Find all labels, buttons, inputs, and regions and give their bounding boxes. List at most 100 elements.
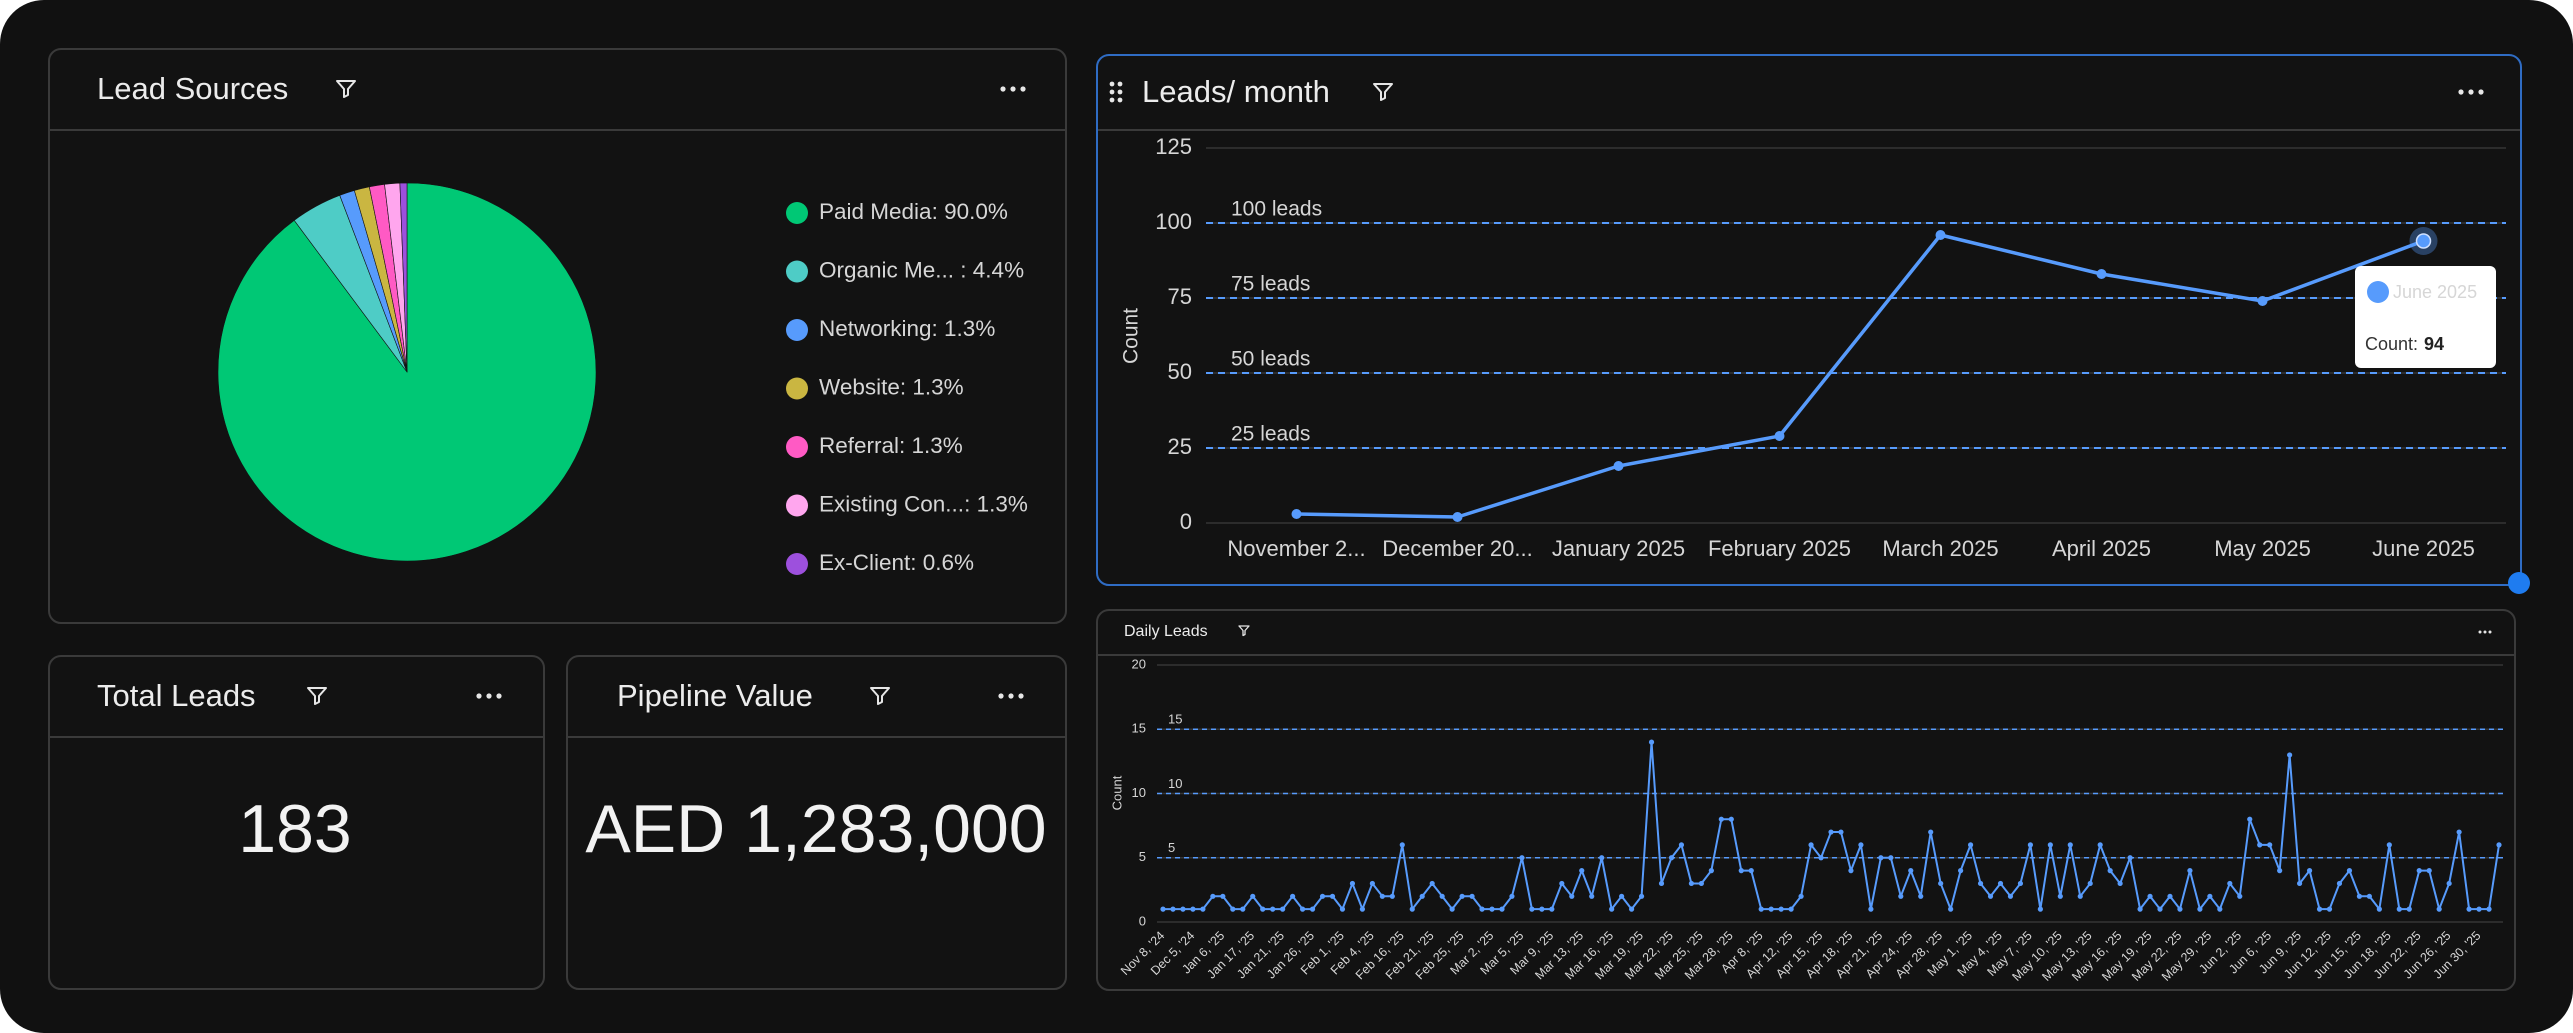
- point: [2316, 906, 2323, 912]
- point: [2187, 868, 2193, 874]
- point: [2257, 842, 2263, 848]
- point: [2177, 906, 2183, 912]
- point: [1389, 893, 1395, 899]
- point: [1828, 829, 1834, 835]
- point: [2057, 893, 2063, 899]
- card-value: AED 1,283,000: [585, 791, 1047, 867]
- menu-icon[interactable]: [475, 687, 503, 705]
- panel-title: Daily Leads: [1124, 623, 1208, 640]
- point: [1280, 906, 1286, 912]
- line: [1296, 233, 2425, 519]
- point: [1938, 880, 1944, 887]
- resize-handle[interactable]: [2508, 572, 2530, 594]
- leads-month-panel: [1096, 54, 2522, 586]
- point: [1309, 906, 1316, 912]
- legend-label: Ex-Client: 0.6%: [819, 550, 974, 575]
- point: [1778, 906, 1784, 912]
- point: [1539, 906, 1545, 912]
- point: [2267, 842, 2273, 848]
- reference-label: 10: [1168, 776, 1182, 791]
- point: [2217, 906, 2223, 912]
- divider: [1098, 654, 2514, 656]
- filter-icon[interactable]: [1237, 624, 1251, 638]
- point: [2077, 893, 2083, 899]
- point: [1648, 739, 1655, 745]
- menu-icon[interactable]: [2477, 627, 2493, 637]
- point: [1898, 893, 1904, 899]
- y-tick-label: 25: [1168, 434, 1192, 459]
- menu-icon[interactable]: [997, 687, 1025, 705]
- point: [1774, 431, 1785, 441]
- point: [2247, 816, 2253, 822]
- y-tick-label: 0: [1139, 913, 1146, 928]
- point: [1678, 842, 1685, 848]
- daily-leads-panel: [1096, 609, 2516, 991]
- point: [1369, 880, 1375, 887]
- point: [2336, 880, 2343, 887]
- point: [1808, 842, 1814, 848]
- point: [1499, 906, 1505, 912]
- point: [2257, 296, 2268, 306]
- point: [2396, 906, 2402, 912]
- point: [1419, 893, 1425, 899]
- filter-icon[interactable]: [1371, 80, 1395, 104]
- point: [1329, 893, 1336, 899]
- legend-marker: [786, 553, 808, 575]
- filter-icon[interactable]: [868, 684, 892, 708]
- y-tick-label: 5: [1139, 849, 1146, 864]
- point: [1967, 842, 1974, 848]
- point: [2027, 842, 2034, 848]
- x-tick-label: June 2025: [2372, 536, 2475, 561]
- legend-marker: [786, 319, 808, 341]
- y-tick-label: 10: [1132, 785, 1146, 800]
- point: [2157, 906, 2163, 912]
- reference-label: 50 leads: [1231, 348, 1310, 371]
- point: [1728, 816, 1734, 822]
- point: [1399, 842, 1405, 848]
- filter-icon[interactable]: [305, 684, 329, 708]
- divider: [1098, 129, 2520, 131]
- point: [2476, 906, 2482, 912]
- point: [1250, 893, 1256, 899]
- point: [1339, 906, 1346, 912]
- point: [1559, 880, 1565, 887]
- point: [1319, 893, 1326, 899]
- pipeline-value-card: [566, 655, 1067, 990]
- reference-label: 75 leads: [1231, 273, 1310, 296]
- point: [2346, 868, 2353, 874]
- x-tick-label: March 2025: [1882, 536, 1998, 561]
- point: [1718, 816, 1724, 822]
- menu-icon[interactable]: [999, 80, 1027, 98]
- panel-title: Leads/ month: [1142, 74, 1330, 109]
- y-tick-label: 125: [1155, 134, 1192, 159]
- point: [2287, 752, 2293, 758]
- point: [1589, 893, 1595, 899]
- y-axis-label: Count: [1120, 308, 1143, 364]
- point: [1210, 893, 1216, 899]
- point: [1928, 829, 1934, 835]
- y-tick-label: 50: [1168, 359, 1192, 384]
- point: [1180, 906, 1186, 912]
- point: [2007, 893, 2014, 899]
- point: [2366, 893, 2372, 899]
- drag-handle[interactable]: [1108, 80, 1124, 104]
- x-tick-label: November 2...: [1227, 536, 1365, 561]
- point: [1658, 880, 1665, 887]
- filter-icon[interactable]: [334, 77, 358, 101]
- point: [1439, 893, 1445, 899]
- point: [2017, 880, 2024, 887]
- y-tick-label: 0: [1180, 509, 1192, 534]
- point: [2386, 842, 2392, 848]
- point: [1935, 230, 1946, 240]
- point: [1459, 893, 1465, 899]
- panel-title: Lead Sources: [97, 71, 289, 106]
- point: [1888, 855, 1894, 861]
- point: [1452, 512, 1463, 522]
- menu-icon[interactable]: [2457, 83, 2485, 101]
- point: [1519, 855, 1525, 861]
- point: [2137, 906, 2143, 912]
- legend-marker: [786, 436, 808, 458]
- y-tick-label: 75: [1168, 284, 1192, 309]
- point: [1987, 893, 1994, 899]
- point: [1997, 880, 2004, 887]
